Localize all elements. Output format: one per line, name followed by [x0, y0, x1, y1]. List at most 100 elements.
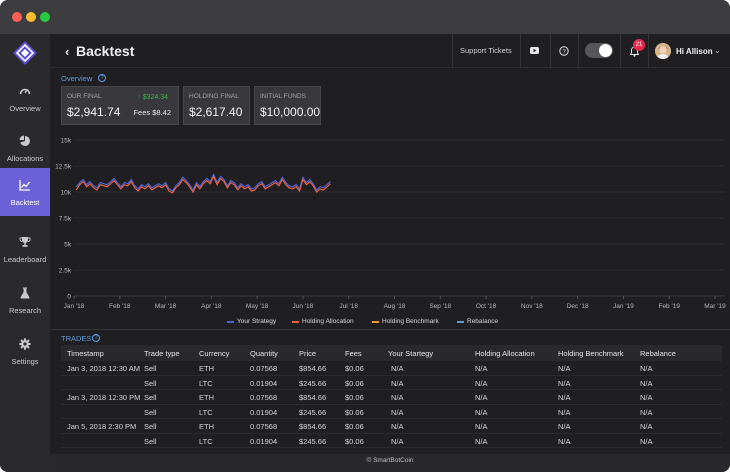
sidebar-item-label: Research [8, 306, 42, 315]
chevron-down-icon[interactable]: ⌄ [714, 46, 721, 55]
cell-price: $854.66 [299, 393, 327, 402]
speedometer-icon [19, 88, 31, 95]
user-greeting[interactable]: Hi Allison [676, 47, 713, 56]
cell-holding-benchmark: N/A [558, 422, 571, 431]
legend-your-strategy[interactable]: Your Strategy [237, 318, 277, 325]
line-chart-icon [19, 180, 31, 191]
cell-your-strategy: N/A [391, 378, 404, 388]
cell-your-strategy: N/A [391, 436, 404, 446]
theme-toggle[interactable] [585, 43, 613, 58]
avatar-image [655, 43, 671, 59]
column-header[interactable]: Fees [345, 349, 362, 358]
notification-badge: 21 [633, 39, 645, 51]
x-tick-label: Jul '18 [339, 303, 358, 310]
cell-your-strategy: N/A [391, 407, 404, 417]
footer: © SmartBotCoin [50, 454, 730, 472]
cell-fees: $0.06 [345, 407, 364, 417]
title-bar [0, 0, 730, 34]
table-row[interactable]: Jan 3, 2018 12:30 AM Sell ETH 0.07568 $854.6… [61, 361, 722, 376]
support-tickets-link[interactable]: Support Tickets [460, 46, 512, 55]
card-value: $10,000.00 [260, 105, 321, 119]
column-header[interactable]: Price [299, 349, 317, 358]
minimize-window-button[interactable] [26, 12, 36, 22]
close-window-button[interactable] [12, 12, 22, 22]
cell-quantity: 0.07568 [250, 393, 278, 402]
cell-holding-allocation: N/A [475, 378, 488, 388]
cell-your-strategy: N/A [391, 393, 404, 402]
cell-price: $854.66 [299, 422, 327, 431]
y-tick-label: 7.5k [59, 216, 72, 223]
column-header[interactable]: Rebalance [640, 349, 676, 358]
column-header[interactable]: Holding Benchmark [558, 349, 624, 358]
card-value: $2,941.74 [67, 105, 121, 119]
cell-trade-type: Sell [144, 378, 157, 388]
cell-fees: $0.06 [345, 378, 364, 388]
youtube-icon[interactable] [530, 47, 539, 54]
series-line-your-strategy [75, 172, 331, 192]
column-header[interactable]: Currency [199, 349, 230, 358]
cell-quantity: 0.01904 [250, 407, 278, 417]
cell-fees: $0.06 [345, 364, 364, 373]
series-line-holding-allocation [75, 174, 331, 194]
table-row[interactable]: Sell LTC 0.01904 $245.66 $0.06 N/A N/A N/A N/A [61, 376, 722, 390]
gear-icon [19, 338, 31, 350]
sidebar-item-label: Leaderboard [3, 255, 47, 264]
card-label: OUR FINAL [67, 93, 102, 100]
legend-holding-allocation[interactable]: Holding Allocation [302, 318, 354, 325]
info-icon[interactable]: ? [92, 334, 100, 342]
cell-currency: LTC [199, 436, 213, 446]
info-icon[interactable]: ? [98, 74, 106, 82]
cell-quantity: 0.01904 [250, 378, 278, 388]
x-tick-label: Feb '18 [109, 303, 131, 310]
app-logo-icon[interactable] [12, 40, 38, 66]
cell-rebalance: N/A [640, 393, 653, 402]
table-row[interactable]: Jan 3, 2018 12:30 PM Sell ETH 0.07568 $854.6… [61, 390, 722, 405]
table-row[interactable]: Jan 5, 2018 2:30 PM Sell ETH 0.07568 $854.66… [61, 419, 722, 434]
x-tick-label: Jun '18 [293, 303, 314, 310]
cell-rebalance: N/A [640, 436, 653, 446]
help-icon[interactable]: ? [559, 46, 569, 56]
sidebar-item-overview[interactable]: Overview [0, 74, 50, 122]
column-header[interactable]: Trade type [144, 349, 180, 358]
x-tick-label: Jan '19 [613, 303, 634, 310]
column-header[interactable]: Holding Allocation [475, 349, 535, 358]
cell-trade-type: Sell [144, 407, 157, 417]
sidebar-item-label: Allocations [6, 154, 44, 163]
cell-holding-benchmark: N/A [558, 364, 571, 373]
legend-swatch-rebalance [457, 321, 464, 323]
cell-rebalance: N/A [640, 364, 653, 373]
holding-final-card: HOLDING FINAL $2,617.40 [183, 86, 250, 125]
cell-holding-benchmark: N/A [558, 393, 571, 402]
column-header[interactable]: Timestamp [67, 349, 104, 358]
card-label: HOLDING FINAL [189, 93, 239, 100]
sidebar-item-research[interactable]: Research [0, 276, 50, 324]
avatar[interactable] [655, 43, 671, 59]
flask-icon [20, 287, 30, 299]
sidebar-item-allocations[interactable]: Allocations [0, 124, 50, 172]
x-tick-label: Jan '18 [64, 303, 85, 310]
cell-rebalance: N/A [640, 407, 653, 417]
legend-holding-benchmark[interactable]: Holding Benchmark [382, 318, 439, 325]
table-row[interactable]: Sell LTC 0.01904 $245.66 $0.06 N/A N/A N/A N/A [61, 434, 722, 448]
trophy-icon [19, 237, 31, 247]
cell-currency: LTC [199, 407, 213, 417]
column-header[interactable]: Your Startegy [388, 349, 434, 358]
trades-label: TRADES [61, 334, 92, 343]
card-fees: Fees $8.42 [133, 108, 171, 117]
backtest-chart: 0 2.5k 5k 7.5k 10k 12.5k 15k Jan '18 Feb '18 Mar … [55, 138, 726, 311]
cell-quantity: 0.07568 [250, 364, 278, 373]
cell-trade-type: Sell [144, 364, 157, 373]
y-tick-label: 2.5k [59, 268, 72, 275]
sidebar-item-leaderboard[interactable]: Leaderboard [0, 225, 50, 273]
cell-timestamp: Jan 5, 2018 2:30 PM [67, 422, 137, 431]
sidebar-item-settings[interactable]: Settings [0, 327, 50, 375]
column-header[interactable]: Quantity [250, 349, 278, 358]
sidebar-item-backtest[interactable]: Backtest [0, 168, 50, 216]
back-chevron-icon[interactable]: ‹ [65, 44, 70, 59]
divider [648, 34, 649, 68]
table-row[interactable]: Sell LTC 0.01904 $245.66 $0.06 N/A N/A N/A N/A [61, 405, 722, 419]
cell-currency: LTC [199, 378, 213, 388]
maximize-window-button[interactable] [40, 12, 50, 22]
legend-rebalance[interactable]: Rebalance [467, 318, 499, 325]
